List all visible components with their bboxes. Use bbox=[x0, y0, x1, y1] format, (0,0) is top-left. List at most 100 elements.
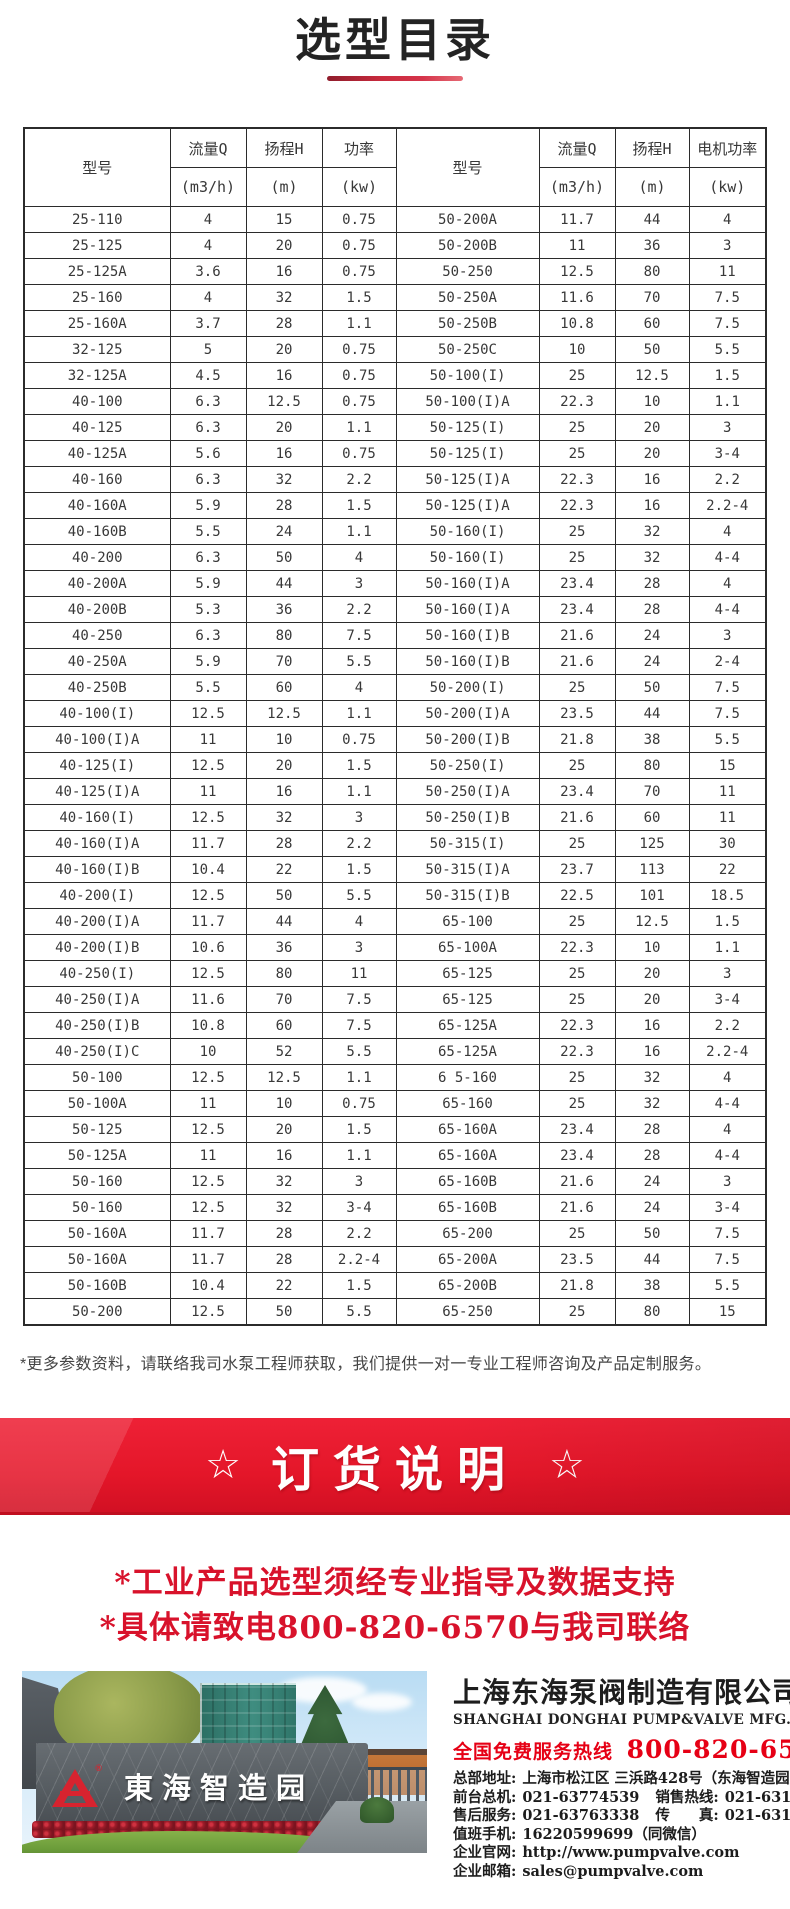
contact-lines: 总部地址: 上海市松江区 三浜路428号（东海智造园） 前台总机: 021-63774… bbox=[453, 1770, 790, 1882]
contact-value[interactable]: sales@pumpvalve.com bbox=[522, 1862, 704, 1880]
table-cell: 12.5 bbox=[169, 1064, 247, 1091]
table-row: 50-160A 11.7 28 2.2 65-200 25 50 7.5 bbox=[23, 1220, 767, 1247]
table-cell: 12.5 bbox=[169, 1168, 247, 1195]
table-cell: 50-250A bbox=[395, 284, 540, 311]
table-cell: 36 bbox=[245, 934, 323, 961]
table-cell: 32 bbox=[245, 284, 323, 311]
table-row: 50-125A 11 16 1.1 65-160A 23.4 28 4-4 bbox=[23, 1142, 767, 1169]
table-cell: 1.1 bbox=[688, 388, 767, 415]
table-cell: 20 bbox=[614, 414, 690, 441]
table-cell: 3-4 bbox=[321, 1194, 397, 1221]
table-cell: 10 bbox=[614, 934, 690, 961]
table-cell: 22.5 bbox=[538, 882, 616, 909]
company-name-en: SHANGHAI DONGHAI PUMP&VALVE MFG.CO.,LTD. bbox=[453, 1712, 790, 1728]
table-cell: 40-200A bbox=[23, 570, 171, 597]
table-cell: 7.5 bbox=[321, 986, 397, 1013]
table-cell: 3-4 bbox=[688, 1194, 767, 1221]
contact-line: 前台总机: 021-63774539 销售热线: 021-63131230 bbox=[453, 1789, 790, 1808]
table-cell: 10 bbox=[614, 388, 690, 415]
table-cell: 23.4 bbox=[538, 1142, 616, 1169]
table-cell: 10 bbox=[245, 1090, 323, 1117]
table-cell: 1.5 bbox=[321, 752, 397, 779]
table-cell: 40-250(I)B bbox=[23, 1012, 171, 1039]
table-cell: 7.5 bbox=[688, 310, 767, 337]
contact-label: 总部地址: bbox=[453, 1770, 517, 1787]
table-cell: 12.5 bbox=[169, 1298, 247, 1326]
table-cell: 44 bbox=[245, 570, 323, 597]
table-cell: 12.5 bbox=[169, 700, 247, 727]
hotline-number[interactable]: 800-820-6570 bbox=[626, 1735, 790, 1764]
table-cell: 15 bbox=[245, 206, 323, 233]
table-row: 40-200(I)A 11.7 44 4 65-100 25 12.5 1.5 bbox=[23, 908, 767, 935]
table-cell: 65-160 bbox=[395, 1090, 540, 1117]
table-cell: 12.5 bbox=[169, 752, 247, 779]
table-cell: 18.5 bbox=[688, 882, 767, 909]
table-cell: 4 bbox=[321, 544, 397, 571]
table-cell: 50-100A bbox=[23, 1090, 171, 1117]
table-cell: 32-125 bbox=[23, 336, 171, 363]
table-cell: 6.3 bbox=[169, 466, 247, 493]
table-cell: 7.5 bbox=[688, 284, 767, 311]
table-cell: 28 bbox=[245, 830, 323, 857]
table-cell: 4.5 bbox=[169, 362, 247, 389]
table-cell: 12.5 bbox=[169, 804, 247, 831]
table-cell: 32 bbox=[245, 804, 323, 831]
table-cell: 21.8 bbox=[538, 726, 616, 753]
table-cell: 7.5 bbox=[321, 1012, 397, 1039]
table-cell: 70 bbox=[614, 778, 690, 805]
table-cell: 25 bbox=[538, 414, 616, 441]
header-power-left: 功率 bbox=[321, 127, 397, 168]
table-cell: 2-4 bbox=[688, 648, 767, 675]
header-model-right: 型号 bbox=[395, 127, 540, 207]
table-cell: 60 bbox=[245, 1012, 323, 1039]
star-icon: ☆ bbox=[549, 1443, 585, 1487]
contact-value[interactable]: http://www.pumpvalve.com bbox=[522, 1844, 740, 1862]
table-cell: 50 bbox=[245, 882, 323, 909]
table-cell: 12.5 bbox=[169, 960, 247, 987]
table-cell: 1.1 bbox=[321, 778, 397, 805]
table-cell: 28 bbox=[614, 1142, 690, 1169]
table-cell: 24 bbox=[614, 1194, 690, 1221]
company-name-cn: 上海东海泵阀制造有限公司 bbox=[453, 1676, 790, 1709]
table-cell: 2.2 bbox=[321, 830, 397, 857]
table-cell: 1.5 bbox=[688, 908, 767, 935]
table-cell: 25 bbox=[538, 908, 616, 935]
table-row: 32-125 5 20 0.75 50-250C 10 50 5.5 bbox=[23, 336, 767, 363]
table-cell: 50-200(I)B bbox=[395, 726, 540, 753]
table-cell: 4 bbox=[321, 908, 397, 935]
table-cell: 2.2 bbox=[321, 466, 397, 493]
table-cell: 40-160B bbox=[23, 518, 171, 545]
company-logo-icon: ® bbox=[52, 1763, 102, 1807]
table-cell: 11 bbox=[169, 1090, 247, 1117]
table-row: 40-160A 5.9 28 1.5 50-125(I)A 22.3 16 2.2-4 bbox=[23, 492, 767, 519]
table-cell: 50-160(I) bbox=[395, 518, 540, 545]
table-cell: 24 bbox=[614, 622, 690, 649]
table-cell: 3-4 bbox=[688, 440, 767, 467]
table-row: 50-200 12.5 50 5.5 65-250 25 80 15 bbox=[23, 1298, 767, 1326]
table-cell: 24 bbox=[245, 518, 323, 545]
table-cell: 4-4 bbox=[688, 1142, 767, 1169]
table-cell: 44 bbox=[614, 206, 690, 233]
table-cell: 60 bbox=[614, 804, 690, 831]
table-cell: 25 bbox=[538, 830, 616, 857]
table-cell: 11.6 bbox=[538, 284, 616, 311]
table-cell: 5.5 bbox=[169, 518, 247, 545]
table-cell: 5.9 bbox=[169, 570, 247, 597]
table-cell: 4 bbox=[688, 206, 767, 233]
table-cell: 1.1 bbox=[321, 1064, 397, 1091]
table-row: 40-250(I)B 10.8 60 7.5 65-125A 22.3 16 2.2 bbox=[23, 1012, 767, 1039]
table-cell: 50-250C bbox=[395, 336, 540, 363]
contact-label: 销售热线: bbox=[655, 1788, 719, 1806]
table-cell: 50 bbox=[245, 544, 323, 571]
table-cell: 22.3 bbox=[538, 492, 616, 519]
table-cell: 40-250B bbox=[23, 674, 171, 701]
table-row: 40-100(I) 12.5 12.5 1.1 50-200(I)A 23.5 44 7.5 bbox=[23, 700, 767, 727]
table-cell: 10.8 bbox=[169, 1012, 247, 1039]
table-cell: 6.3 bbox=[169, 414, 247, 441]
header-power-right: 电机功率 bbox=[688, 127, 767, 168]
table-cell: 32 bbox=[245, 466, 323, 493]
table-cell: 1.5 bbox=[321, 492, 397, 519]
table-cell: 0.75 bbox=[321, 388, 397, 415]
table-cell: 23.5 bbox=[538, 1246, 616, 1273]
header-flow-unit-left: (m3/h) bbox=[169, 167, 247, 207]
